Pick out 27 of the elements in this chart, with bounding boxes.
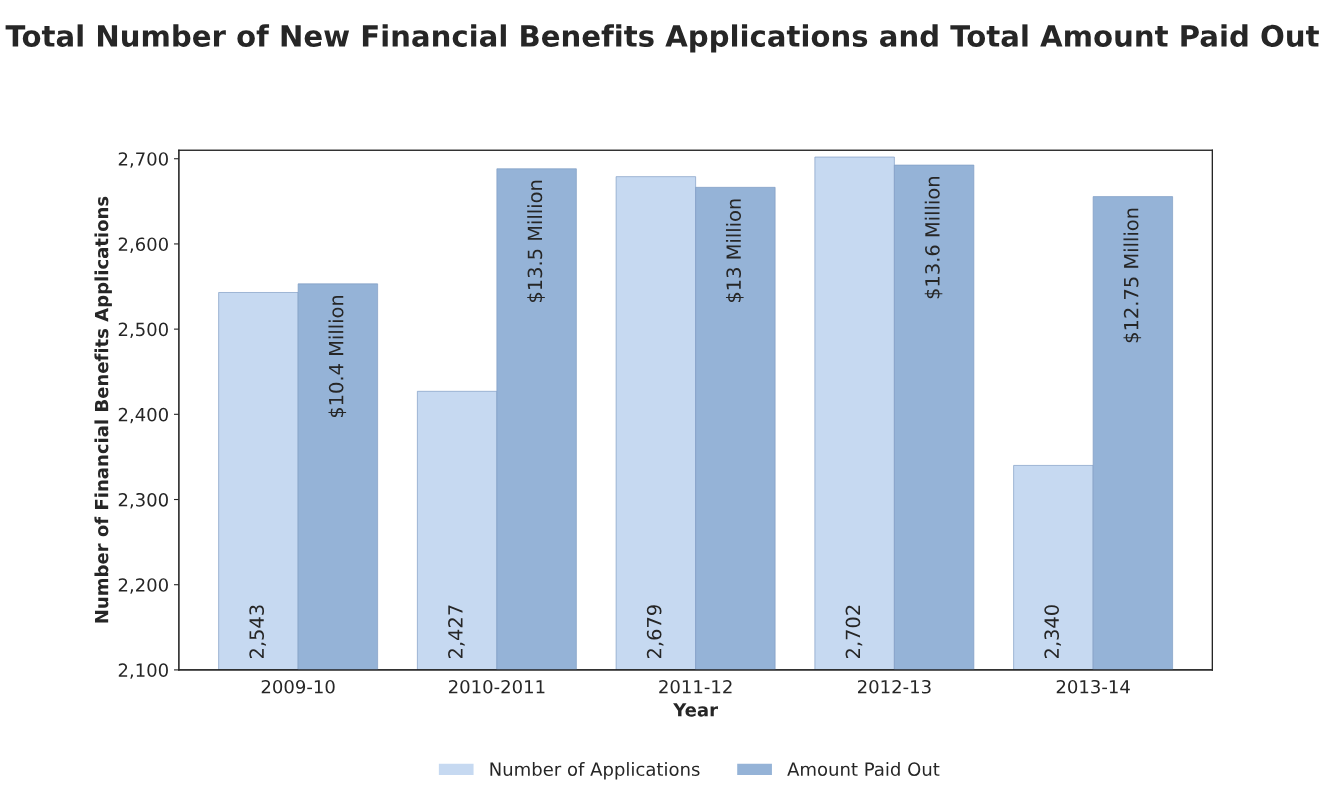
y-tick-label: 2,100	[118, 663, 168, 679]
y-tick-label: 2,500	[118, 322, 168, 339]
y-tick-label: 2,700	[118, 152, 168, 168]
data-label: 2,679	[646, 605, 664, 659]
data-label: $13 Million	[725, 199, 744, 303]
data-label: $10.4 Million	[328, 295, 347, 418]
y-tick-label: 2,200	[118, 578, 168, 594]
y-tick-label: 2,300	[118, 492, 168, 509]
x-axis-title: Year	[673, 703, 718, 717]
y-axis-title: Number of Financial Benefits Applications	[94, 196, 112, 623]
x-tick-label: 2012-13	[857, 679, 931, 694]
data-label: $13.6 Million	[924, 177, 943, 299]
x-tick-label: 2013-14	[1056, 679, 1130, 694]
x-tick-label: 2010-2011	[448, 679, 545, 694]
data-label: 2,702	[845, 605, 863, 659]
data-label: 2,340	[1044, 605, 1061, 659]
data-label: $13.5 Million	[527, 180, 545, 303]
y-tick-label: 2,600	[118, 237, 168, 253]
data-label: 2,543	[249, 605, 266, 659]
legend-label: Amount Paid Out	[787, 762, 940, 777]
x-tick-label: 2011-12	[659, 679, 732, 694]
y-tick-label: 2,400	[118, 407, 168, 424]
chart-title: Total Number of New Financial Benefits Applications and Total Amount Paid Out	[5, 24, 1319, 53]
data-label: $12.75 Million	[1123, 208, 1142, 343]
data-label: 2,427	[448, 605, 465, 659]
x-tick-label: 2009-10	[261, 679, 335, 694]
legend-label: Number of Applications	[490, 762, 700, 780]
